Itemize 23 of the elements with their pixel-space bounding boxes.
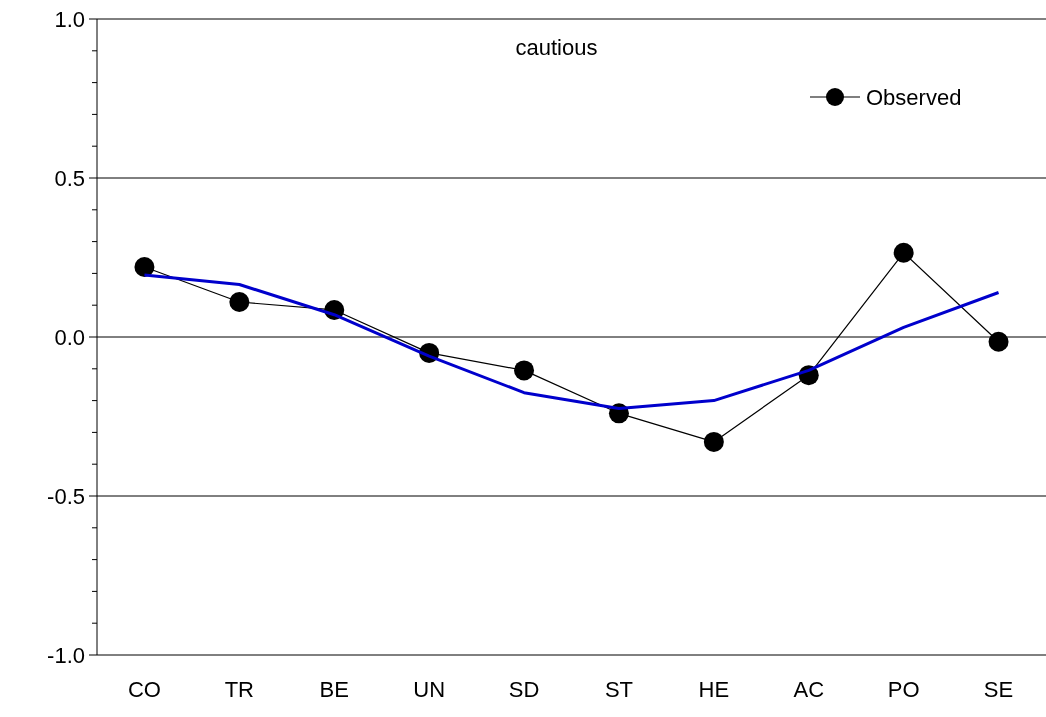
x-tick-label: TR	[224, 677, 255, 702]
x-tick-label: PO	[887, 677, 920, 702]
x-tick-label: SE	[983, 677, 1014, 702]
legend-label: Observed	[866, 84, 962, 110]
point	[229, 292, 250, 313]
x-tick-label: SD	[508, 677, 540, 702]
point	[514, 360, 535, 381]
point	[703, 431, 724, 452]
y-tick-label: 0.5	[54, 165, 85, 191]
point	[893, 242, 914, 263]
y-tick-label: 0.0	[54, 324, 85, 350]
y-tick-label: -0.5	[47, 483, 85, 509]
point	[134, 257, 155, 278]
x-tick-label: ST	[604, 677, 634, 702]
x-tick-label: UN	[413, 677, 446, 702]
point	[988, 331, 1009, 352]
y-tick-label: -1.0	[47, 642, 85, 668]
x-tick-label: CO	[127, 677, 161, 702]
text: cautious	[515, 35, 598, 60]
x-tick-label: AC	[793, 677, 825, 702]
x-tick-label: BE	[319, 677, 349, 702]
y-tick-label: 1.0	[54, 6, 85, 32]
x-tick-label: HE	[698, 677, 730, 702]
